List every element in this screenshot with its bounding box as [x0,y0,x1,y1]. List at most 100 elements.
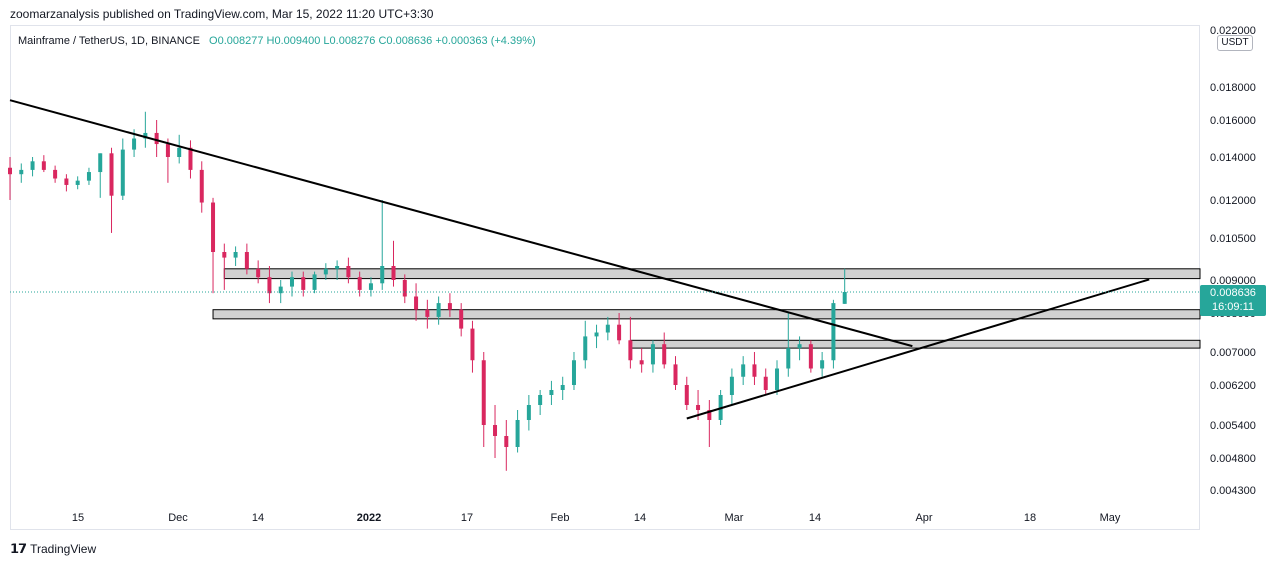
y-tick-label: 0.018000 [1210,82,1256,94]
x-tick-label: 17 [461,512,473,524]
candle-body [707,410,712,420]
candle-body [414,296,419,310]
candle-body [594,332,599,337]
currency-unit-button[interactable]: USDT [1217,35,1253,51]
candle-body [30,161,35,170]
y-tick-label: 0.012000 [1210,195,1256,207]
candle-body [278,286,283,294]
candle-body [617,324,622,341]
candle-body [233,252,238,258]
candle-body [842,292,847,304]
candle-body [571,360,576,385]
y-tick-label: 0.016000 [1210,115,1256,127]
candle-body [481,360,486,425]
y-tick-label: 0.009000 [1210,275,1256,287]
sr-zone-2 [212,309,1201,320]
candle-body [211,202,216,252]
candle-body [312,274,317,290]
candle-body [786,348,791,369]
candle-body [662,344,667,365]
candle-body [639,360,644,365]
candle-body [154,132,159,145]
y-tick-label: 0.022000 [1210,25,1256,37]
candle-body [831,303,836,361]
candle-body [19,169,24,175]
candle-body [346,266,351,278]
symbol-legend: Mainframe / TetherUS, 1D, BINANCE O0.008… [18,35,536,47]
candle-body [335,266,340,269]
candle-body [673,364,678,385]
bar-countdown: 16:09:11 [1211,301,1254,313]
candle-body [526,405,531,420]
candle-body [368,283,373,290]
x-tick-label: 2022 [357,512,381,524]
y-tick-label: 0.005400 [1210,420,1256,432]
candle-body [177,147,182,157]
x-tick-label: May [1100,512,1121,524]
candle-body [436,303,441,317]
x-tick-label: Mar [725,512,744,524]
candle-body [41,161,46,170]
candle-body [301,277,306,290]
candle-body [75,180,80,185]
x-tick-label: Dec [168,512,188,524]
candle-body [64,178,69,185]
candle-body [289,277,294,287]
candle-body [165,144,170,157]
x-tick-label: Feb [551,512,570,524]
trendline-ascending [686,278,1150,420]
publisher-header: zoomarzanalysis published on TradingView… [10,7,434,21]
candle-body [380,266,385,284]
candle-body [199,169,204,203]
symbol-name: Mainframe / TetherUS, 1D, BINANCE [18,35,200,47]
ohlc-values: O0.008277 H0.009400 L0.008276 C0.008636 … [209,35,536,47]
candle-body [763,376,768,390]
y-tick-label: 0.010500 [1210,233,1256,245]
candle-body [605,324,610,333]
candle-body [729,376,734,395]
candle-body [109,153,114,196]
last-price-value: 0.008636 [1210,287,1256,299]
candle-body [98,153,103,173]
candle-body [323,268,328,275]
candle-body [256,268,261,278]
y-tick-label: 0.007000 [1210,347,1256,359]
x-tick-label: 18 [1024,512,1036,524]
candle-body [143,132,148,139]
y-tick-label: 0.004300 [1210,485,1256,497]
candle-body [120,149,125,196]
y-tick-label: 0.006200 [1210,380,1256,392]
candle-body [86,172,91,181]
last-price-tag: 0.008636 16:09:11 [1200,285,1266,316]
y-tick-label: 0.014000 [1210,152,1256,164]
x-tick-label: 15 [72,512,84,524]
candle-body [820,360,825,369]
candle-body [493,425,498,436]
y-tick-label: 0.004800 [1210,453,1256,465]
candle-body [504,436,509,447]
candle-body [538,395,543,405]
candle-body [650,344,655,365]
candle-body [459,309,464,329]
x-tick-label: Apr [915,512,932,524]
candle-body [696,405,701,410]
tradingview-logo-icon: 𝟭𝟳 [10,541,27,556]
x-tick-label: 14 [252,512,264,524]
candle-body [515,420,520,447]
candle-body [752,364,757,377]
candle-body [53,169,58,179]
candle-body [560,385,565,390]
candle-body [267,277,272,294]
candle-body [8,167,12,175]
candle-body [188,147,193,170]
candle-body [402,280,407,297]
footer-brand[interactable]: 𝟭𝟳 TradingView [10,541,96,557]
candle-body [775,368,780,390]
candle-body [470,328,475,361]
candle-body [741,364,746,377]
candle-body [808,344,813,369]
trendline-descending [9,99,913,348]
candle-body [425,309,430,317]
x-tick-label: 14 [809,512,821,524]
